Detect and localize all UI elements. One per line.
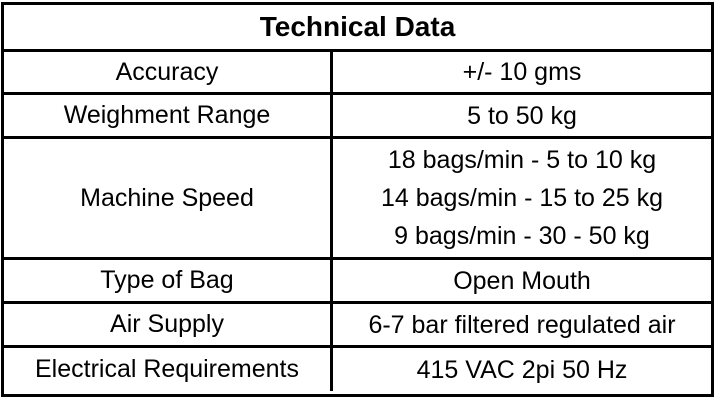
row-label: Accuracy <box>4 52 333 92</box>
value-line: 14 bags/min - 15 to 25 kg <box>380 184 664 212</box>
row-label: Air Supply <box>4 304 333 345</box>
value-line: 415 VAC 2pi 50 Hz <box>416 355 628 384</box>
value-line: +/- 10 gms <box>462 58 582 86</box>
value-line: Open Mouth <box>453 266 591 295</box>
row-label: Machine Speed <box>4 139 333 257</box>
row-value: 415 VAC 2pi 50 Hz <box>333 348 711 391</box>
table-row-type-of-bag: Type of Bag Open Mouth <box>4 260 711 304</box>
table-row-air-supply: Air Supply 6-7 bar filtered regulated ai… <box>4 304 711 348</box>
row-value: +/- 10 gms <box>333 52 711 92</box>
table-title: Technical Data <box>4 5 711 52</box>
technical-data-table: Technical Data Accuracy +/- 10 gms Weigh… <box>1 2 714 397</box>
table-row-electrical-requirements: Electrical Requirements 415 VAC 2pi 50 H… <box>4 348 711 391</box>
value-line: 5 to 50 kg <box>467 101 577 130</box>
row-value: 5 to 50 kg <box>333 95 711 136</box>
row-label: Type of Bag <box>4 260 333 301</box>
table-row-accuracy: Accuracy +/- 10 gms <box>4 52 711 95</box>
table-row-weighment-range: Weighment Range 5 to 50 kg <box>4 95 711 139</box>
row-value: 6-7 bar filtered regulated air <box>333 304 711 345</box>
value-line: 9 bags/min - 30 - 50 kg <box>394 222 650 250</box>
row-value: Open Mouth <box>333 260 711 301</box>
row-label: Weighment Range <box>4 95 333 136</box>
row-label: Electrical Requirements <box>4 348 333 391</box>
row-value: 18 bags/min - 5 to 10 kg 14 bags/min - 1… <box>333 139 711 257</box>
value-line: 18 bags/min - 5 to 10 kg <box>387 146 657 174</box>
table-row-machine-speed: Machine Speed 18 bags/min - 5 to 10 kg 1… <box>4 139 711 260</box>
value-line: 6-7 bar filtered regulated air <box>368 310 676 339</box>
